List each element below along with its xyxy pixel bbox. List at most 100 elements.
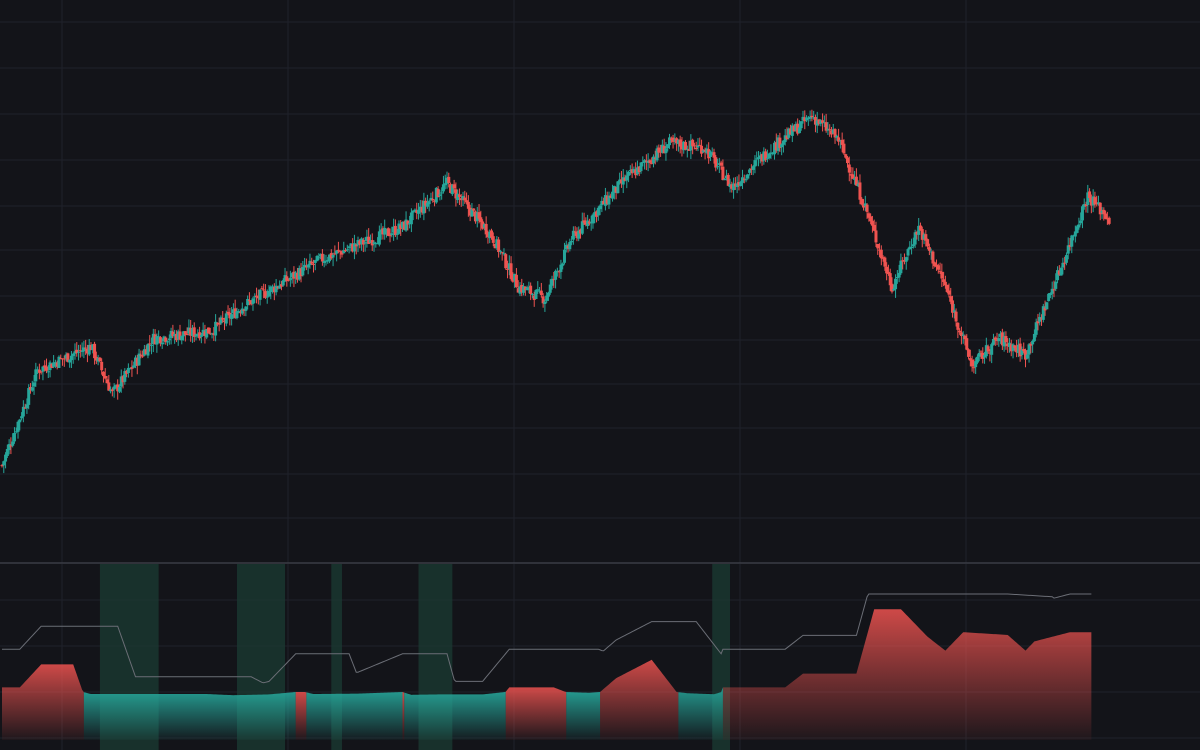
candle-body — [4, 454, 8, 462]
candle-body — [75, 349, 79, 354]
candle-body — [949, 296, 953, 302]
candle-body — [579, 229, 582, 234]
candle-body — [577, 230, 581, 239]
candle-body — [580, 221, 584, 234]
candle-body — [11, 441, 15, 446]
candle-body — [1025, 354, 1029, 359]
candle-body — [228, 312, 232, 319]
candle-body — [456, 193, 460, 201]
candle-body — [434, 187, 438, 203]
candle-body — [511, 278, 515, 282]
candle-body — [538, 290, 542, 292]
candle-body — [680, 145, 684, 150]
candle-body — [972, 367, 976, 369]
candle-body — [206, 327, 210, 334]
candle-body — [251, 298, 255, 304]
candle-body — [530, 293, 534, 295]
candle-body — [723, 179, 727, 181]
candle-body — [1086, 192, 1090, 205]
candle-body — [404, 219, 408, 231]
candle-body — [1091, 196, 1095, 206]
candle-body — [183, 331, 187, 335]
candle-body — [12, 432, 16, 442]
candle-body — [449, 184, 453, 193]
candle-body — [657, 147, 661, 153]
candle-body — [347, 246, 351, 248]
candle-body — [952, 310, 956, 313]
candle-body — [988, 352, 992, 354]
candle-body — [342, 250, 346, 254]
candle-body — [591, 214, 595, 224]
candle-body — [506, 268, 510, 270]
candle-body — [368, 240, 372, 243]
candle-body — [778, 137, 782, 148]
candle-body — [235, 311, 239, 319]
candle-body — [522, 286, 526, 293]
candle-body — [1015, 347, 1019, 353]
candle-body — [1093, 197, 1097, 205]
candle-body — [262, 289, 266, 291]
candle-body — [5, 449, 9, 456]
candle-body — [171, 331, 175, 337]
candle-body — [151, 333, 155, 345]
candle-body — [975, 356, 979, 363]
candle-body — [265, 296, 269, 298]
candle-body — [333, 253, 337, 255]
candle-body — [595, 211, 599, 217]
candle-body — [417, 209, 421, 214]
candle-body — [130, 366, 134, 369]
candle-body — [167, 338, 171, 341]
candle-body — [379, 229, 383, 232]
candle-body — [990, 344, 994, 355]
candle-body — [390, 233, 394, 236]
candle-body — [751, 166, 755, 170]
candle-body — [668, 137, 671, 146]
candle-body — [886, 271, 890, 275]
candle-body — [901, 260, 905, 262]
candle-body — [397, 223, 401, 234]
candle-body — [180, 335, 184, 341]
candle-body — [660, 144, 664, 153]
candle-body — [956, 322, 960, 330]
candle-body — [933, 262, 937, 267]
candle-body — [598, 205, 602, 210]
candle-body — [518, 286, 522, 294]
oscillator-area-positive — [505, 687, 567, 740]
candle-body — [64, 354, 68, 359]
candle-body — [682, 141, 686, 151]
candle-body — [789, 128, 793, 135]
candle-body — [582, 220, 586, 223]
candle-body — [767, 153, 771, 159]
candle-body — [358, 240, 362, 245]
candle-body — [429, 197, 433, 201]
candle-body — [1031, 340, 1035, 345]
candle-body — [627, 171, 631, 176]
candle-body — [139, 354, 143, 356]
candle-body — [525, 287, 529, 291]
candle-body — [740, 177, 744, 183]
candle-body — [742, 178, 746, 180]
candle-body — [28, 386, 32, 390]
candle-body — [619, 179, 623, 184]
candle-body — [1064, 255, 1068, 263]
candle-body — [963, 335, 967, 340]
candle-body — [490, 230, 493, 238]
candle-body — [274, 285, 278, 293]
candle-body — [312, 263, 315, 265]
candle-body — [315, 256, 319, 262]
candle-body — [32, 382, 36, 387]
candle-body — [771, 153, 775, 155]
candle-body — [192, 327, 196, 337]
candle-body — [272, 286, 276, 293]
candle-body — [959, 332, 963, 337]
candle-body — [527, 287, 531, 289]
candle-body — [607, 195, 611, 205]
candle-body — [603, 195, 607, 206]
candle-body — [399, 225, 403, 229]
candle-body — [1000, 332, 1004, 346]
candle-body — [602, 201, 606, 205]
candle-body — [408, 222, 412, 224]
candle-body — [1013, 345, 1017, 348]
candle-body — [977, 352, 981, 357]
